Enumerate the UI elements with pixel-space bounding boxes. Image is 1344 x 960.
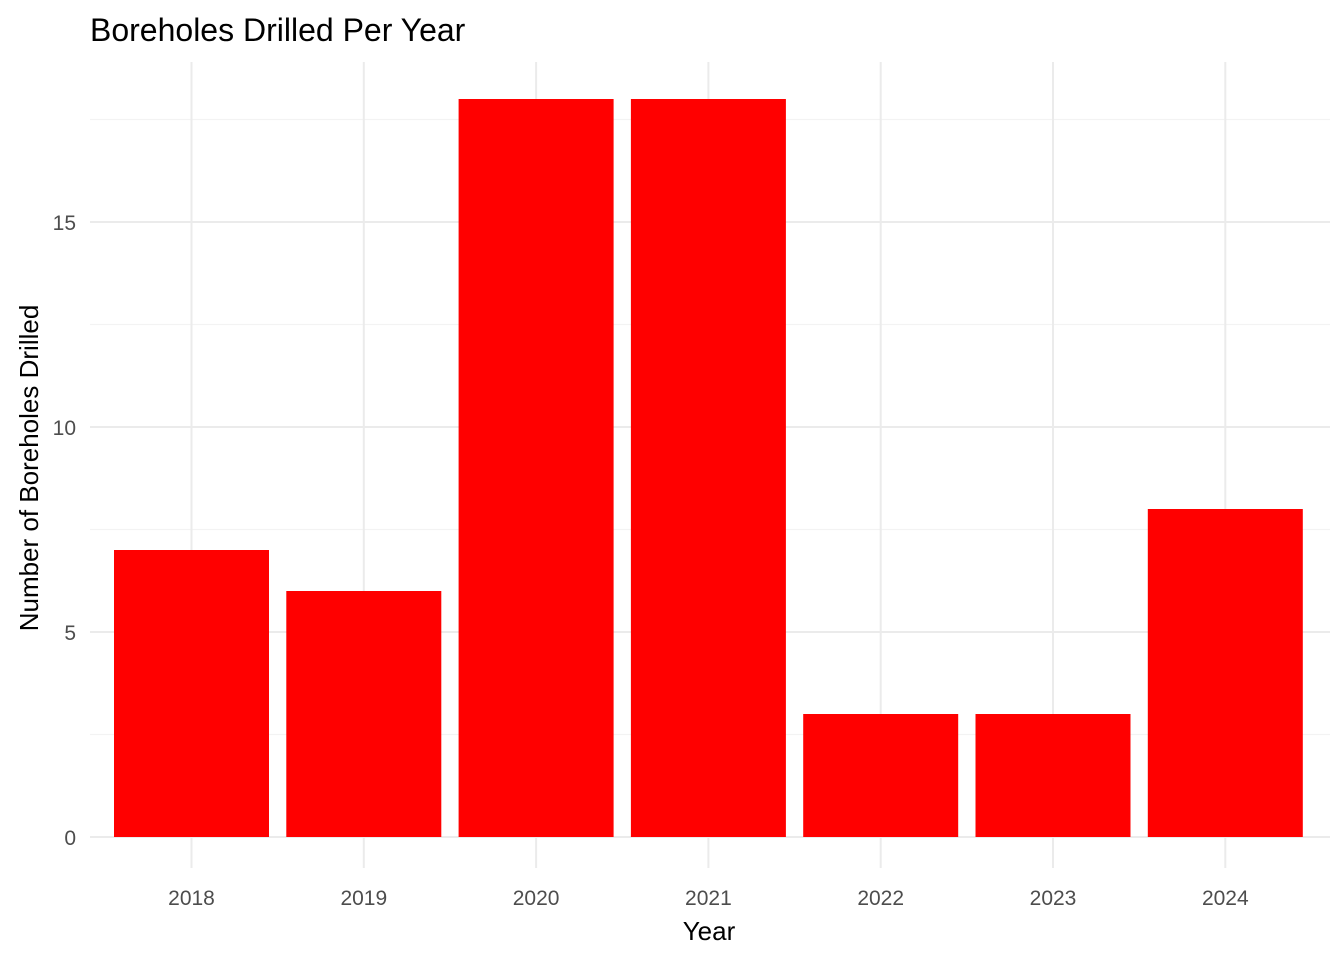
x-tick-label: 2019 [340,887,387,910]
bar-2020 [458,99,614,837]
x-tick-label: 2022 [857,887,904,910]
bar-2018 [114,550,269,837]
x-tick-label: 2021 [685,887,732,910]
y-tick-label: 5 [64,622,76,645]
bar-2023 [975,714,1131,837]
y-tick-label: 15 [53,212,76,235]
chart-title: Boreholes Drilled Per Year [90,12,466,48]
bar-2021 [630,99,786,837]
bar-2022 [803,714,959,837]
bar-2019 [286,591,442,837]
x-tick-label: 2023 [1030,887,1077,910]
y-tick-label: 0 [64,827,76,850]
x-tick-label: 2020 [513,887,560,910]
x-tick-label: 2024 [1202,887,1249,910]
bar-2024 [1147,509,1303,837]
y-axis-title: Number of Boreholes Drilled [14,305,44,632]
bars [114,99,1303,837]
y-tick-label: 10 [53,417,76,440]
x-tick-label: 2018 [168,887,215,910]
y-axis-ticks: 0 5 10 15 [53,212,76,850]
x-axis-title: Year [683,916,736,946]
x-axis-ticks: 2018 2019 2020 2021 2022 2023 2024 [168,887,1249,910]
